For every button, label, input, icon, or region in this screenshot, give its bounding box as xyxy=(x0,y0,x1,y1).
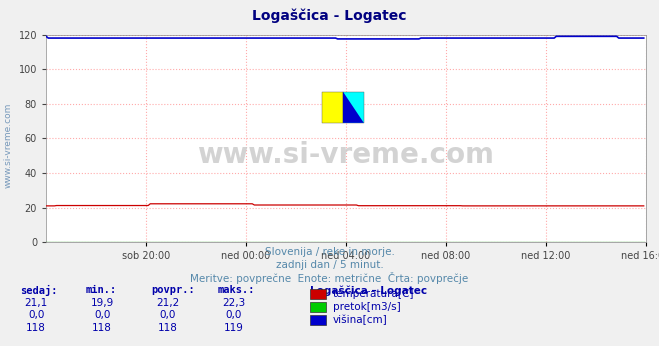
Text: 21,1: 21,1 xyxy=(24,298,48,308)
Text: Logaščica - Logatec: Logaščica - Logatec xyxy=(252,9,407,23)
Text: 0,0: 0,0 xyxy=(160,310,176,320)
Text: 22,3: 22,3 xyxy=(222,298,246,308)
Text: 119: 119 xyxy=(224,323,244,333)
Bar xyxy=(322,92,343,123)
Text: 118: 118 xyxy=(158,323,178,333)
Text: povpr.:: povpr.: xyxy=(152,285,195,295)
Text: temperatura[C]: temperatura[C] xyxy=(333,289,415,299)
Text: min.:: min.: xyxy=(86,285,117,295)
Text: sedaj:: sedaj: xyxy=(20,285,57,297)
Text: www.si-vreme.com: www.si-vreme.com xyxy=(3,103,13,188)
Text: zadnji dan / 5 minut.: zadnji dan / 5 minut. xyxy=(275,260,384,270)
Bar xyxy=(343,92,364,123)
Text: 0,0: 0,0 xyxy=(28,310,44,320)
Text: www.si-vreme.com: www.si-vreme.com xyxy=(198,141,494,169)
Text: 19,9: 19,9 xyxy=(90,298,114,308)
Text: Logaščica – Logatec: Logaščica – Logatec xyxy=(310,285,427,296)
Text: maks.:: maks.: xyxy=(217,285,255,295)
Text: 0,0: 0,0 xyxy=(94,310,110,320)
Text: 21,2: 21,2 xyxy=(156,298,180,308)
Text: Slovenija / reke in morje.: Slovenija / reke in morje. xyxy=(264,247,395,257)
Text: 118: 118 xyxy=(92,323,112,333)
Text: 118: 118 xyxy=(26,323,46,333)
Text: pretok[m3/s]: pretok[m3/s] xyxy=(333,302,401,312)
Text: 0,0: 0,0 xyxy=(226,310,242,320)
Text: višina[cm]: višina[cm] xyxy=(333,315,387,325)
Text: Meritve: povprečne  Enote: metrične  Črta: povprečje: Meritve: povprečne Enote: metrične Črta:… xyxy=(190,272,469,284)
Polygon shape xyxy=(343,92,364,123)
